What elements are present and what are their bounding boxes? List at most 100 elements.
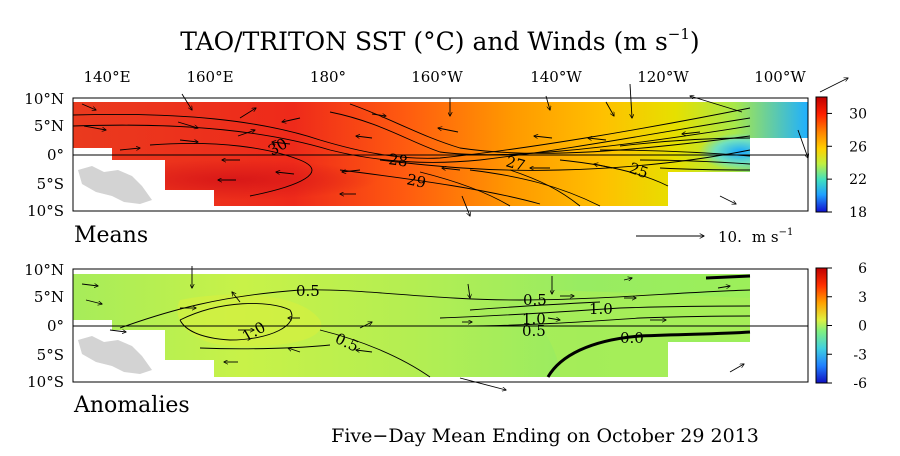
longitude-tick-label: 160°E	[186, 68, 233, 86]
wind-vector	[239, 108, 256, 119]
latitude-tick-label: 0°	[47, 317, 64, 335]
contour-label: 27	[504, 152, 527, 174]
wind-vector	[83, 125, 106, 130]
wind-vector	[630, 83, 632, 118]
latitude-tick-label: 10°S	[27, 202, 64, 220]
anomalies-latitude-labels: 10°N 5°N 0° 5°S 10°S	[24, 261, 64, 391]
contour-label: 0.5	[523, 291, 547, 309]
latitude-tick-label: 10°S	[27, 373, 64, 391]
colorbar-tick-label: 3	[858, 290, 867, 306]
latitude-tick-label: 5°N	[34, 288, 64, 306]
wind-vector	[237, 130, 255, 137]
wind-vector	[356, 350, 373, 352]
wind-vector	[81, 284, 98, 286]
means-panel-label: Means	[74, 223, 148, 248]
anomalies-colorbar-ticks: 6 3 0 -3 -6	[827, 261, 867, 392]
wind-vector	[232, 292, 241, 303]
anomalies-wind-vectors	[81, 266, 744, 390]
wind-vector	[547, 318, 560, 320]
means-contours	[72, 103, 751, 207]
wind-vector	[534, 136, 553, 138]
means-frame	[72, 97, 809, 212]
new-guinea-land	[78, 166, 152, 204]
zero-anomaly-contour-north	[705, 274, 751, 280]
wind-vector	[119, 148, 140, 150]
footer-caption: Five−Day Mean Ending on October 29 2013	[331, 425, 759, 447]
contour-label: 0.5	[296, 282, 320, 300]
wind-vector	[438, 128, 459, 133]
wind-vector	[819, 78, 848, 93]
wind-scale-label: 10. m s−1	[718, 227, 793, 246]
colorbar-tick-label: 22	[849, 172, 867, 188]
wind-vector	[588, 138, 607, 140]
wind-vector	[468, 283, 470, 298]
wind-vector	[729, 364, 744, 373]
wind-vector	[719, 195, 736, 204]
colorbar-tick-label: -3	[853, 347, 867, 363]
wind-vector	[690, 96, 743, 113]
anomaly-east-patch	[534, 290, 750, 377]
colorbar-tick-label: 26	[849, 139, 867, 155]
colorbar-tick-label: 6	[858, 261, 867, 277]
wind-vector	[717, 286, 730, 288]
anomalies-panel: 0.5 0.50.51.01.0 1.00.5 0.0 10°N5°N0°5°S10°…	[24, 261, 867, 418]
wind-vector	[288, 348, 301, 353]
longitude-tick-labels: 140°E 160°E 180° 160°W 140°W 120°W 100°W	[83, 68, 806, 86]
anomalies-colorbar	[815, 267, 828, 384]
cold-tongue-shading	[560, 105, 750, 190]
means-wind-vectors	[81, 78, 848, 216]
contour-label: 1.0	[522, 310, 546, 328]
wind-vector	[682, 132, 701, 134]
anomalies-panel-label: Anomalies	[73, 393, 190, 418]
means-latitude-labels: 10°N 5°N 0° 5°S 10°S	[24, 90, 64, 220]
longitude-tick-label: 100°W	[754, 68, 806, 86]
wind-vector	[81, 103, 96, 110]
wind-vector	[623, 278, 632, 280]
longitude-tick-label: 180°	[310, 68, 346, 86]
colorbar-tick-label: -6	[853, 376, 867, 392]
wind-vector	[179, 140, 198, 142]
contour-label: 29	[405, 170, 427, 192]
anomalies-frame	[72, 268, 809, 383]
colorbar-tick-label: 30	[849, 106, 867, 122]
positive-anomaly-patch	[177, 294, 322, 347]
means-colorbar	[815, 96, 828, 213]
wind-vector	[459, 377, 506, 390]
new-guinea-land-anomalies	[78, 336, 152, 374]
contour-label: 1.0	[589, 300, 613, 318]
longitude-tick-label: 140°W	[530, 68, 582, 86]
means-colorbar-ticks: 30 26 22 18	[827, 106, 867, 221]
wind-vector	[181, 93, 192, 110]
longitude-tick-label: 140°E	[83, 68, 130, 86]
anomalies-contours	[119, 289, 751, 378]
wind-vector	[276, 172, 295, 174]
wind-vector	[359, 322, 372, 329]
wind-vector	[797, 129, 808, 158]
latitude-tick-label: 5°S	[37, 175, 64, 193]
latitude-tick-label: 10°N	[24, 261, 64, 279]
longitude-tick-label: 160°W	[411, 68, 463, 86]
colorbar-tick-label: 18	[849, 205, 867, 221]
latitude-tick-label: 5°N	[34, 117, 64, 135]
longitude-tick-label: 120°W	[637, 68, 689, 86]
latitude-tick-label: 0°	[47, 146, 64, 164]
contour-label: 25	[627, 159, 651, 182]
chart-title: TAO/TRITON SST (°C) and Winds (m s−1)	[180, 25, 699, 56]
wind-vector	[605, 101, 614, 116]
wind-vector	[442, 168, 461, 170]
wind-vector	[282, 117, 301, 122]
wind-vector	[371, 114, 386, 116]
wind-vector	[342, 170, 361, 172]
warm-pool-shading	[112, 148, 520, 206]
zero-anomaly-contour	[546, 330, 751, 378]
contour-label: 0.0	[620, 329, 644, 347]
wind-vector	[356, 136, 373, 138]
latitude-tick-label: 5°S	[37, 346, 64, 364]
wind-vector	[109, 330, 126, 332]
wind-vector	[272, 142, 291, 144]
wind-vector	[177, 121, 198, 128]
wind-vector	[594, 164, 613, 169]
latitude-tick-label: 10°N	[24, 90, 64, 108]
